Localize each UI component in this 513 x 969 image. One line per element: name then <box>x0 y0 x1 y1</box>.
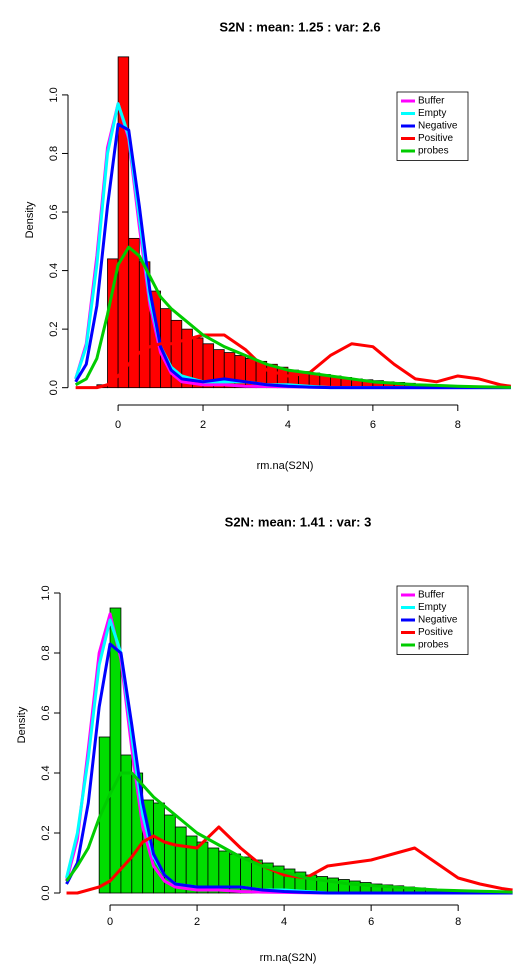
legend-label: Empty <box>418 108 446 119</box>
density-line <box>66 825 513 895</box>
y-tick-label: 0.6 <box>48 204 60 219</box>
legend-label: Negative <box>418 121 458 132</box>
legend-label: Empty <box>418 602 446 613</box>
y-tick-label: 0.4 <box>48 263 60 278</box>
x-tick-label: 0 <box>115 419 121 431</box>
x-tick-label: 8 <box>455 419 461 431</box>
x-tick-label: 4 <box>285 419 291 431</box>
chart-title: S2N: mean: 1.41 : var: 3 <box>225 514 372 529</box>
legend-label: probes <box>418 146 449 157</box>
y-axis-label: Density <box>16 706 28 743</box>
x-axis-label: rm.na(S2N) <box>257 460 314 472</box>
density-line <box>75 333 512 390</box>
x-tick-label: 4 <box>281 916 287 928</box>
plot-area <box>74 56 512 390</box>
x-tick-label: 6 <box>368 916 374 928</box>
y-tick-label: 0.6 <box>40 705 52 720</box>
histogram-bar <box>196 841 209 894</box>
y-axis-label: Density <box>24 201 36 238</box>
y-tick-label: 0.2 <box>40 825 52 840</box>
histogram-bar <box>109 607 122 894</box>
density-line <box>65 642 513 895</box>
density-line <box>65 771 513 894</box>
legend-label: probes <box>418 640 449 651</box>
x-tick-label: 8 <box>455 916 461 928</box>
legend-label: Buffer <box>418 590 445 601</box>
chart-title: S2N : mean: 1.25 : var: 2.6 <box>219 19 380 34</box>
x-tick-label: 6 <box>370 419 376 431</box>
histogram-bar <box>128 237 140 389</box>
y-tick-label: 0.4 <box>40 765 52 780</box>
histogram-bar <box>120 754 133 894</box>
y-tick-label: 1.0 <box>40 585 52 600</box>
x-tick-label: 2 <box>194 916 200 928</box>
legend-label: Positive <box>418 133 453 144</box>
legend-label: Positive <box>418 627 453 638</box>
y-tick-label: 0.8 <box>48 146 60 161</box>
y-tick-label: 0.0 <box>48 380 60 395</box>
y-tick-label: 0.0 <box>40 885 52 900</box>
legend-label: Negative <box>418 615 458 626</box>
y-tick-label: 1.0 <box>48 87 60 102</box>
y-tick-label: 0.8 <box>40 645 52 660</box>
histogram-bar <box>117 56 130 389</box>
x-axis-label: rm.na(S2N) <box>260 952 317 964</box>
density-line <box>74 245 511 389</box>
y-tick-label: 0.2 <box>48 321 60 336</box>
x-tick-label: 0 <box>107 916 113 928</box>
x-tick-label: 2 <box>200 419 206 431</box>
density-line <box>74 122 511 390</box>
legend-label: Buffer <box>418 96 445 107</box>
plot-area <box>65 607 513 895</box>
